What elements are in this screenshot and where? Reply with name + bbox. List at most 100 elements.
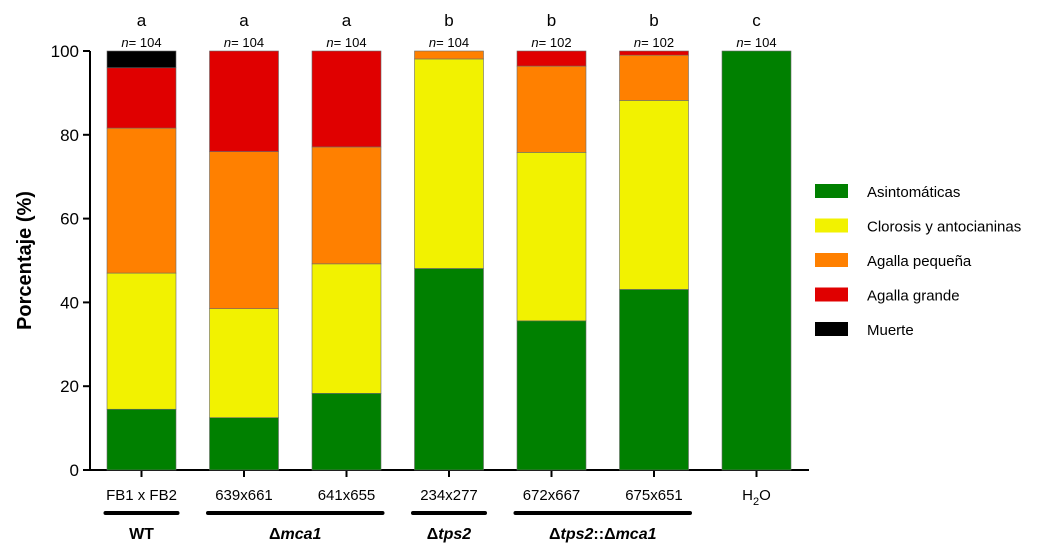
legend-label: Muerte: [867, 322, 914, 339]
n-label-value: = 104: [231, 35, 264, 50]
n-label-value: = 104: [129, 35, 162, 50]
y-tick-label: 20: [60, 377, 79, 396]
category-label-text: 639x661: [215, 487, 273, 504]
category-label-text: 641x655: [318, 487, 376, 504]
category-label-text: FB1 x FB2: [106, 487, 177, 504]
n-label-value: = 102: [539, 35, 572, 50]
bar-segment: [106, 127, 177, 274]
group-label-delta: Δ: [549, 526, 561, 543]
bar-segment: [209, 417, 279, 471]
bar-segment: [106, 50, 177, 69]
bar-segment: [106, 67, 177, 129]
y-tick-label: 60: [60, 210, 79, 229]
group-label-gene: mca1: [281, 526, 322, 543]
bar-segment: [516, 152, 587, 322]
bar-segment: [414, 58, 484, 269]
group-label-delta: Δ: [269, 526, 281, 543]
n-label-symbol: n: [121, 35, 128, 50]
n-label-symbol: n: [531, 35, 538, 50]
n-label-value: = 104: [744, 35, 777, 50]
n-label-value: = 102: [641, 35, 674, 50]
category-label-text: 675x651: [625, 487, 683, 504]
category-label: FB1 x FB2: [106, 487, 177, 504]
bar-segment: [414, 268, 484, 471]
n-label: n= 104: [326, 35, 366, 50]
n-label: n= 104: [429, 35, 469, 50]
bar-segment: [619, 100, 689, 290]
group-label: WT: [129, 526, 154, 543]
y-tick-label: 0: [70, 461, 79, 480]
category-label-suffix: O: [759, 487, 771, 504]
group-label-gene: mca1: [616, 526, 657, 543]
group-label-gene: tps2: [438, 526, 471, 543]
y-tick-label: 40: [60, 293, 79, 312]
y-tick-label: 100: [51, 42, 79, 61]
bar-segment: [619, 54, 689, 101]
bar-segment: [516, 65, 587, 153]
bar-segment: [414, 50, 484, 60]
significance-letter: c: [752, 11, 761, 30]
category-label: 639x661: [215, 487, 273, 504]
category-label-text: 672x667: [523, 487, 581, 504]
category-label: 675x651: [625, 487, 683, 504]
significance-letter: b: [649, 11, 658, 30]
n-label-symbol: n: [736, 35, 743, 50]
legend-swatch: [815, 253, 848, 267]
category-label: 641x655: [318, 487, 376, 504]
category-label: 234x277: [420, 487, 478, 504]
bar-segment: [721, 50, 792, 471]
group-label: Δtps2::Δmca1: [549, 526, 657, 543]
legend-swatch: [815, 322, 848, 336]
category-label-text: H: [742, 487, 753, 504]
bar-segment: [619, 289, 689, 471]
legend-label: Agalla grande: [867, 288, 960, 305]
category-label: 672x667: [523, 487, 581, 504]
bar-segment: [209, 151, 279, 309]
n-label-symbol: n: [326, 35, 333, 50]
bar-segment: [516, 320, 587, 471]
n-label-symbol: n: [429, 35, 436, 50]
bar-segment: [311, 50, 382, 148]
group-label: Δmca1: [269, 526, 322, 543]
y-axis-label: Porcentaje (%): [14, 191, 36, 330]
bar-segment: [311, 393, 382, 471]
legend-swatch: [815, 184, 848, 198]
significance-letter: a: [137, 11, 147, 30]
bar-segment: [619, 50, 689, 56]
significance-letter: b: [547, 11, 556, 30]
bar-segment: [311, 146, 382, 265]
n-label: n= 102: [634, 35, 674, 50]
bar-segment: [516, 50, 587, 67]
group-label-gene: tps2: [561, 526, 594, 543]
y-tick-label: 80: [60, 126, 79, 145]
bar-segment: [106, 272, 177, 410]
n-label: n= 102: [531, 35, 571, 50]
bar-segment: [106, 408, 177, 471]
category-label: H2O: [742, 487, 771, 508]
n-label-symbol: n: [634, 35, 641, 50]
legend: Asintomáticas Clorosis y antocianinas Agal…: [815, 184, 1021, 339]
bar-segment: [311, 263, 382, 394]
category-label-text: 234x277: [420, 487, 478, 504]
category-label-subscript: 2: [753, 496, 759, 508]
group-label-separator: ::: [593, 526, 604, 543]
n-label-symbol: n: [224, 35, 231, 50]
n-label: n= 104: [121, 35, 161, 50]
bars: [106, 50, 792, 471]
bar-segment: [209, 50, 279, 152]
legend-swatch: [815, 287, 848, 302]
legend-label: Agalla pequeña: [867, 253, 972, 270]
significance-letter: a: [239, 11, 249, 30]
n-label-value: = 104: [436, 35, 469, 50]
significance-letter: b: [444, 11, 453, 30]
n-label-value: = 104: [334, 35, 367, 50]
group-label: Δtps2: [427, 526, 472, 543]
significance-letter: a: [342, 11, 352, 30]
n-label: n= 104: [736, 35, 776, 50]
legend-label: Asintomáticas: [867, 184, 960, 201]
legend-swatch: [815, 218, 848, 233]
group-label-delta: Δ: [604, 526, 616, 543]
n-label: n= 104: [224, 35, 264, 50]
